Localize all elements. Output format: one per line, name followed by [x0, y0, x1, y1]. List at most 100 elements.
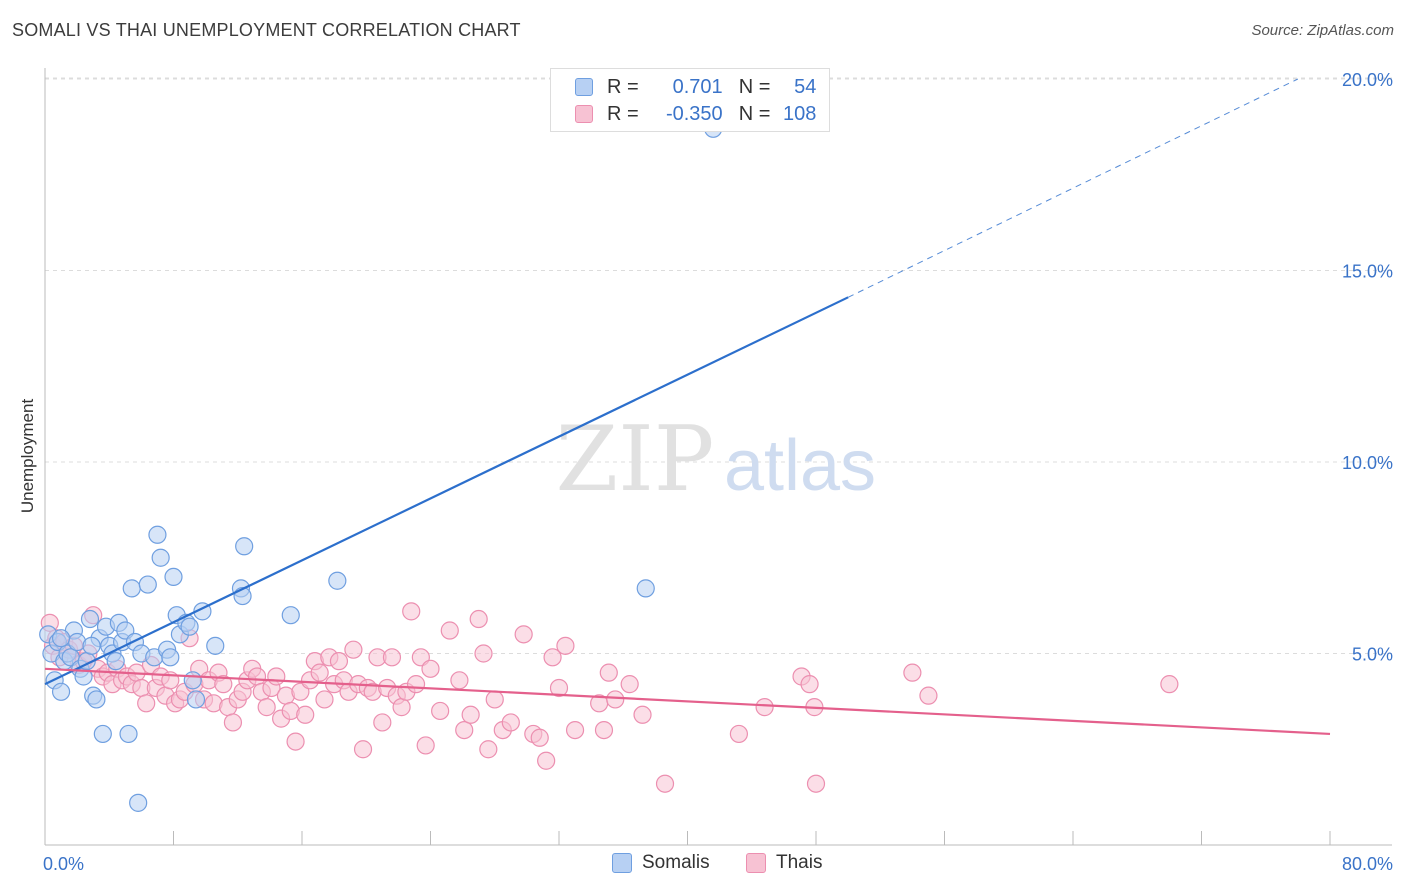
thai-point	[461, 705, 480, 724]
somali-point	[129, 793, 148, 812]
thai-point	[620, 675, 639, 694]
somali-point	[119, 724, 138, 744]
r-value: -0.350	[665, 102, 723, 125]
y-tick-label: 10.0%	[1342, 453, 1393, 473]
thai-point	[501, 713, 520, 732]
somali-point	[80, 609, 100, 629]
thai-point	[344, 640, 363, 659]
thai-point	[416, 736, 435, 755]
thai-point	[469, 609, 488, 629]
thai-swatch	[575, 105, 593, 123]
legend-label-thais: Thais	[776, 852, 823, 873]
somali-point	[151, 548, 170, 567]
axes	[44, 68, 1392, 846]
thai-point	[440, 621, 459, 640]
thai-point	[919, 686, 938, 705]
thai-point	[755, 698, 774, 717]
somali-point	[106, 652, 125, 671]
somali-point	[138, 575, 157, 594]
thai-point	[137, 694, 156, 713]
n-value: 54	[794, 75, 817, 98]
somali-point	[148, 525, 167, 544]
thai-point	[406, 675, 426, 694]
thai-point	[606, 690, 625, 709]
watermark-atlas: atlas	[724, 426, 876, 506]
thai-point	[214, 675, 233, 694]
thai-point	[392, 698, 411, 717]
thai-point	[296, 705, 315, 724]
x-tick-label: 80.0%	[1342, 854, 1393, 874]
thai-point	[800, 675, 819, 694]
n-label: N =	[738, 75, 771, 98]
grid-lines	[45, 77, 1392, 654]
thai-point	[633, 705, 652, 724]
somali-point	[281, 606, 300, 625]
thai-point	[286, 732, 305, 751]
thai-point	[514, 625, 533, 644]
thai-point	[223, 713, 243, 732]
somali-point	[51, 629, 71, 648]
thai-point	[530, 728, 549, 747]
thai-point	[421, 659, 440, 678]
thai-trend-line	[44, 667, 1331, 736]
n-label: N =	[738, 102, 771, 125]
n-value: 108	[783, 102, 817, 125]
legend-item-thais[interactable]: Thais	[746, 852, 822, 874]
somali-point	[186, 690, 206, 709]
thai-point	[556, 636, 575, 655]
thai-point	[373, 713, 392, 732]
watermark-zip: ZIP	[556, 407, 715, 512]
thai-point	[729, 724, 749, 744]
somali-point	[206, 636, 225, 655]
thai-point	[549, 678, 569, 698]
r-label: R =	[607, 75, 639, 98]
somali-trend-extension	[847, 78, 1299, 298]
thai-point	[353, 740, 373, 759]
x-tick-label: 0.0%	[43, 854, 84, 874]
thai-point	[402, 602, 421, 621]
thai-point	[450, 671, 469, 690]
somali-point	[51, 682, 71, 701]
data-points	[39, 119, 1179, 812]
chart-source: Source: ZipAtlas.com	[1251, 22, 1394, 39]
legend-label-somalis: Somalis	[642, 852, 710, 873]
thai-point	[474, 644, 493, 663]
thai-point	[431, 701, 450, 721]
thai-point	[315, 690, 334, 709]
thai-point	[382, 648, 402, 667]
chart-title: SOMALI VS THAI UNEMPLOYMENT CORRELATION …	[12, 20, 521, 40]
thais-swatch	[746, 853, 766, 873]
somali-point	[122, 579, 141, 598]
legend-row-thai: R = -0.350 N = 108	[575, 102, 816, 126]
thai-point	[267, 667, 286, 686]
thai-point	[565, 720, 585, 740]
somali-swatch	[575, 78, 593, 96]
legend-item-somalis[interactable]: Somalis	[612, 852, 710, 874]
thai-point	[479, 740, 498, 759]
thai-point	[257, 698, 276, 717]
somali-point	[235, 537, 254, 556]
somali-point	[93, 724, 112, 744]
thai-point	[310, 663, 329, 682]
y-tick-label: 5.0%	[1352, 645, 1393, 665]
thai-point	[594, 720, 614, 740]
somali-point	[180, 617, 199, 636]
somali-point	[636, 579, 655, 598]
thai-point	[537, 751, 556, 770]
thai-point	[485, 690, 504, 709]
thai-point	[806, 774, 826, 793]
somali-point	[87, 690, 106, 709]
legend-row-somali: R = 0.701 N = 54	[575, 75, 816, 99]
somali-point	[183, 671, 202, 690]
tick-labels: 5.0% 10.0% 15.0% 20.0% 0.0% 80.0%	[43, 70, 1393, 874]
correlation-legend: R = 0.701 N = 54 R = -0.350 N = 108	[550, 68, 830, 132]
y-tick-label: 20.0%	[1342, 70, 1393, 90]
somali-point	[328, 571, 347, 590]
somali-trend-line	[44, 296, 849, 686]
somalis-swatch	[612, 853, 632, 873]
y-tick-label: 15.0%	[1342, 262, 1393, 282]
somali-point	[161, 648, 180, 667]
thai-point	[543, 648, 562, 667]
series-legend: Somalis Thais	[0, 852, 1406, 876]
